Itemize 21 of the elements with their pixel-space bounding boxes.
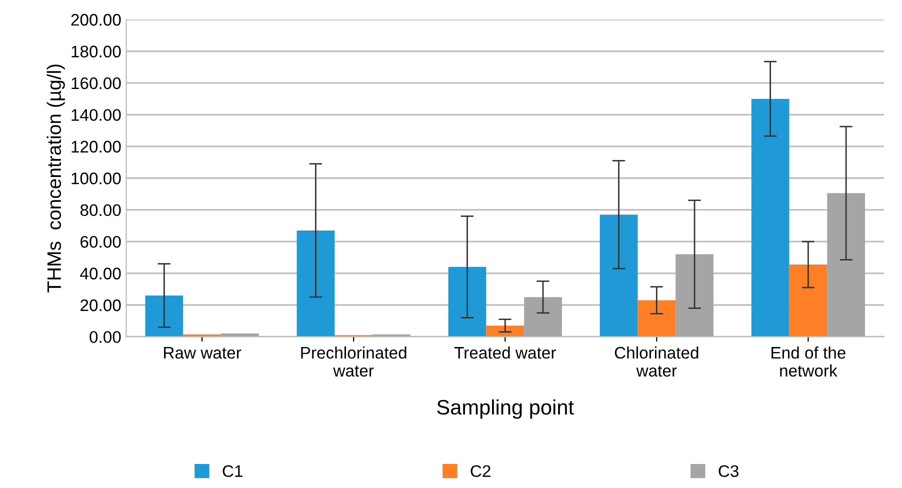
y-tick-label: 0.00 <box>90 331 121 343</box>
y-tick-label: 140.00 <box>72 109 121 121</box>
y-tick-label: 120.00 <box>72 140 121 153</box>
x-tick-label: Chlorinated water <box>614 346 698 377</box>
y-axis-title: THMs concentration (µg/l) <box>46 64 65 292</box>
y-tick-label: 200.00 <box>71 14 121 26</box>
x-tick-label: Raw water <box>164 347 242 359</box>
y-tick-label: 20.00 <box>80 299 121 312</box>
x-axis-title: Sampling point <box>437 399 574 419</box>
y-tick-label: 60.00 <box>80 236 121 248</box>
y-tick-label: 160.00 <box>72 77 121 90</box>
y-tick-label: 100.00 <box>72 172 121 184</box>
y-tick-label: 80.00 <box>80 204 121 216</box>
y-tick-label: 180.00 <box>72 46 121 58</box>
legend-label: C3 <box>718 465 738 478</box>
x-tick-label: Treated water <box>454 346 556 359</box>
legend-label: C1 <box>222 465 242 478</box>
x-tick-label: Prechlorinated water <box>301 346 406 377</box>
legend-label: C2 <box>470 465 490 478</box>
x-tick-label: End of the network <box>772 346 846 377</box>
y-tick-label: 40.00 <box>80 268 121 280</box>
